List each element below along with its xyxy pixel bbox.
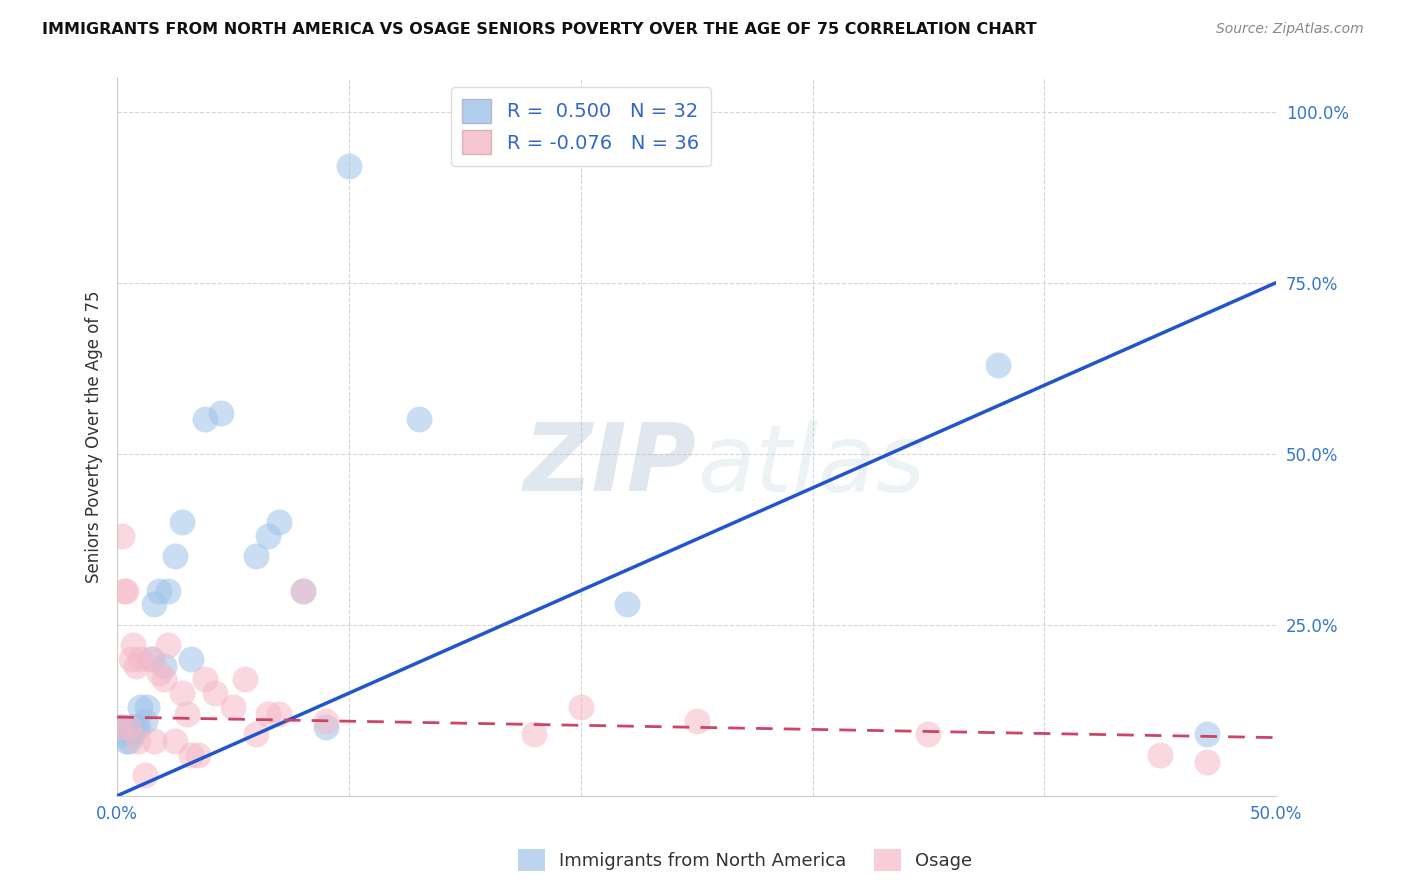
Text: atlas: atlas <box>696 420 925 511</box>
Point <box>315 720 337 734</box>
Point <box>1195 755 1218 769</box>
Point <box>222 699 245 714</box>
Point <box>180 747 202 762</box>
Point <box>245 727 267 741</box>
Point <box>257 529 280 543</box>
Point <box>245 549 267 564</box>
Point <box>120 652 142 666</box>
Point <box>337 160 360 174</box>
Point <box>127 720 149 734</box>
Point <box>125 658 148 673</box>
Point <box>157 638 180 652</box>
Point <box>108 720 131 734</box>
Point <box>148 583 170 598</box>
Point <box>129 652 152 666</box>
Point <box>157 583 180 598</box>
Point <box>122 727 145 741</box>
Point <box>569 699 592 714</box>
Point <box>211 406 233 420</box>
Point <box>616 597 638 611</box>
Point <box>233 673 256 687</box>
Point <box>685 714 707 728</box>
Point <box>115 583 138 598</box>
Point <box>172 686 194 700</box>
Point <box>143 597 166 611</box>
Point <box>315 714 337 728</box>
Point <box>176 706 198 721</box>
Point <box>118 720 141 734</box>
Point <box>138 652 160 666</box>
Legend: R =  0.500   N = 32, R = -0.076   N = 36: R = 0.500 N = 32, R = -0.076 N = 36 <box>451 87 711 166</box>
Point <box>204 686 226 700</box>
Text: Source: ZipAtlas.com: Source: ZipAtlas.com <box>1216 22 1364 37</box>
Point <box>115 734 138 748</box>
Point <box>172 515 194 529</box>
Point <box>111 727 134 741</box>
Point <box>291 583 314 598</box>
Point <box>269 706 291 721</box>
Point <box>523 727 546 741</box>
Point <box>134 714 156 728</box>
Point <box>165 549 187 564</box>
Point <box>1149 747 1171 762</box>
Point <box>120 720 142 734</box>
Point <box>143 734 166 748</box>
Point <box>291 583 314 598</box>
Point <box>136 699 159 714</box>
Point <box>187 747 209 762</box>
Text: IMMIGRANTS FROM NORTH AMERICA VS OSAGE SENIORS POVERTY OVER THE AGE OF 75 CORREL: IMMIGRANTS FROM NORTH AMERICA VS OSAGE S… <box>42 22 1036 37</box>
Point <box>917 727 939 741</box>
Legend: Immigrants from North America, Osage: Immigrants from North America, Osage <box>510 842 980 879</box>
Point <box>125 720 148 734</box>
Point <box>108 720 131 734</box>
Point <box>127 734 149 748</box>
Point <box>152 673 174 687</box>
Text: ZIP: ZIP <box>524 419 696 511</box>
Point <box>180 652 202 666</box>
Y-axis label: Seniors Poverty Over the Age of 75: Seniors Poverty Over the Age of 75 <box>86 291 103 582</box>
Point <box>165 734 187 748</box>
Point <box>152 658 174 673</box>
Point <box>987 358 1010 372</box>
Point <box>141 652 163 666</box>
Point <box>122 638 145 652</box>
Point <box>194 412 217 426</box>
Point <box>1195 727 1218 741</box>
Point <box>111 529 134 543</box>
Point <box>408 412 430 426</box>
Point <box>134 768 156 782</box>
Point <box>257 706 280 721</box>
Point <box>112 583 135 598</box>
Point <box>129 699 152 714</box>
Point <box>112 720 135 734</box>
Point <box>269 515 291 529</box>
Point <box>194 673 217 687</box>
Point <box>118 734 141 748</box>
Point <box>148 665 170 680</box>
